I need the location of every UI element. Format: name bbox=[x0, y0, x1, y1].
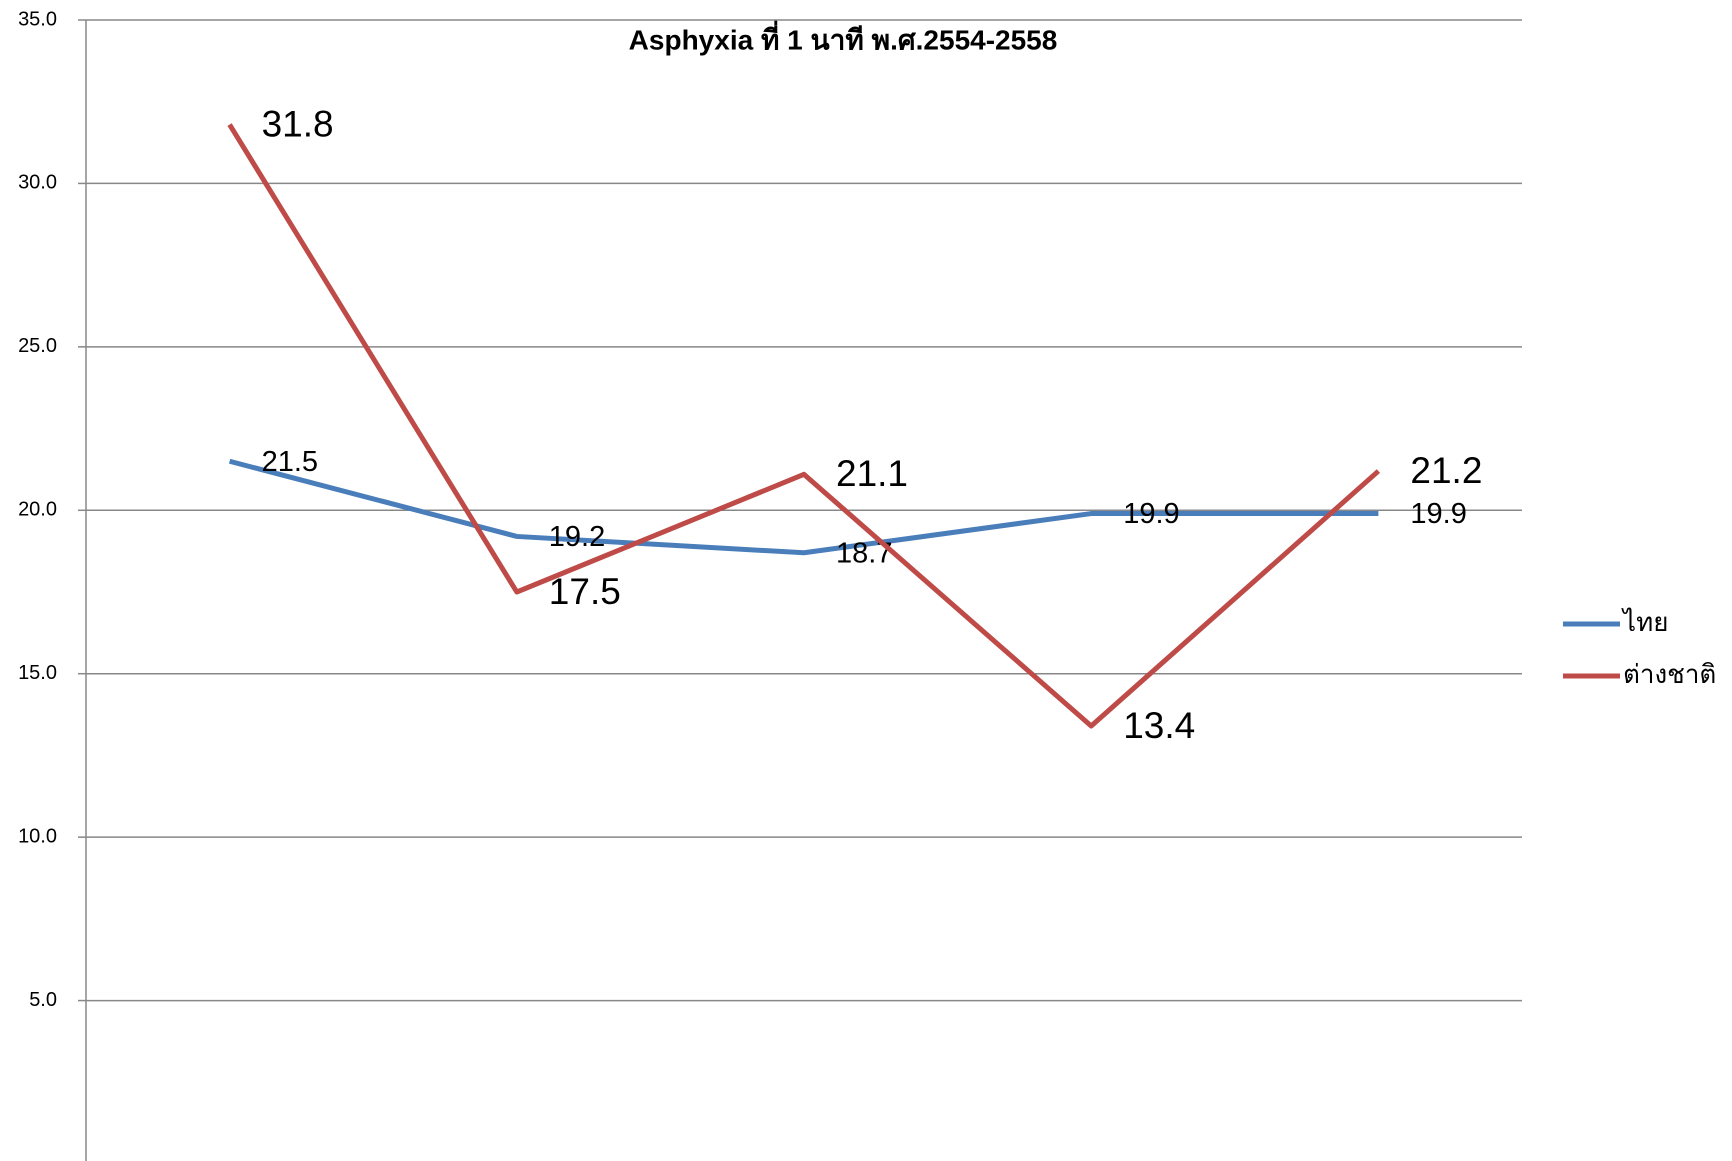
data-label: 17.5 bbox=[549, 571, 621, 612]
y-tick-label: 5.0 bbox=[29, 989, 57, 1011]
data-label: 19.2 bbox=[549, 521, 605, 553]
legend-label: ต่างชาติ bbox=[1623, 659, 1716, 689]
y-tick-label: 10.0 bbox=[18, 825, 57, 847]
series-line bbox=[227, 123, 1381, 729]
y-tick-label: 20.0 bbox=[18, 499, 57, 521]
data-label: 21.1 bbox=[836, 453, 908, 494]
data-label: 19.9 bbox=[1410, 498, 1466, 530]
legend-label: ไทย bbox=[1621, 607, 1668, 637]
data-label: 21.2 bbox=[1410, 450, 1482, 491]
y-tick-label: 35.0 bbox=[18, 8, 57, 30]
y-tick-label: 25.0 bbox=[18, 335, 57, 357]
data-label: 31.8 bbox=[262, 103, 334, 144]
chart-title: Asphyxia ที่ 1 นาที พ.ศ.2554-2558 bbox=[629, 19, 1058, 55]
data-label: 19.9 bbox=[1123, 498, 1179, 530]
y-tick-label: 30.0 bbox=[18, 172, 57, 194]
data-label: 21.5 bbox=[262, 446, 318, 478]
series-line bbox=[228, 458, 1379, 556]
y-tick-label: 15.0 bbox=[18, 662, 57, 684]
data-label: 13.4 bbox=[1123, 705, 1195, 746]
